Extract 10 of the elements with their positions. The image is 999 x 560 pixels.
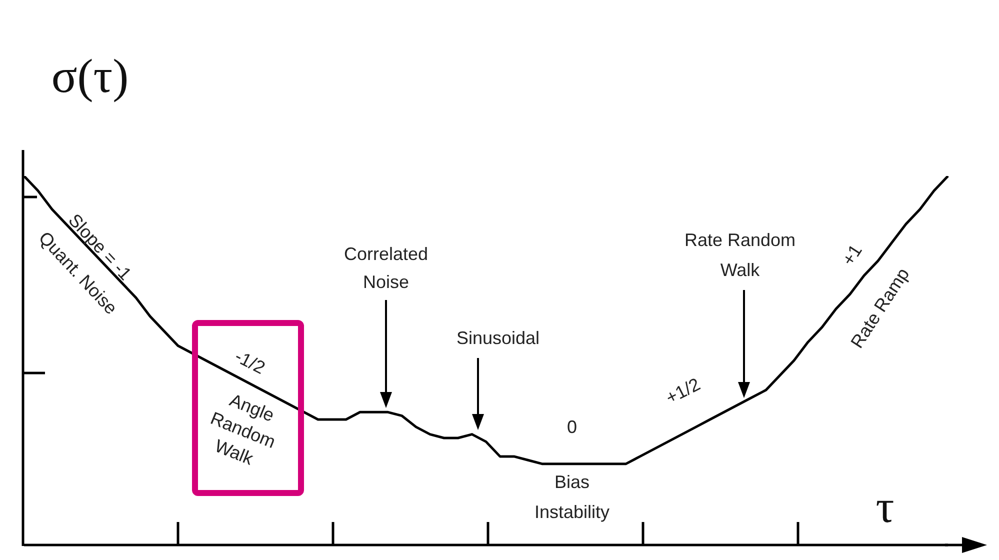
y-axis-title: σ(τ) bbox=[51, 50, 129, 103]
annotation: Sinusoidal bbox=[456, 328, 540, 348]
annotation: Rate Random Walk bbox=[684, 230, 796, 280]
annotation: +1 bbox=[838, 240, 866, 270]
annotation: 0 bbox=[566, 417, 578, 437]
annotation: -1/2 bbox=[232, 346, 268, 378]
annotation: Correlated Noise bbox=[344, 244, 428, 292]
x-axis-title: τ bbox=[876, 481, 894, 532]
annotation: Bias Instability bbox=[534, 472, 610, 522]
annotation: +1/2 bbox=[662, 374, 704, 408]
